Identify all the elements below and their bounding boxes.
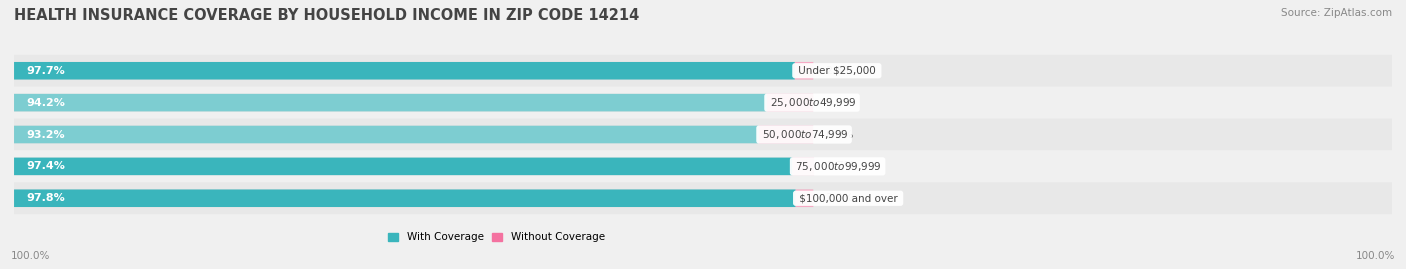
FancyBboxPatch shape: [796, 189, 813, 207]
Text: 97.8%: 97.8%: [27, 193, 65, 203]
Text: $50,000 to $74,999: $50,000 to $74,999: [759, 128, 849, 141]
FancyBboxPatch shape: [794, 62, 813, 80]
Text: 97.7%: 97.7%: [27, 66, 65, 76]
Text: 100.0%: 100.0%: [1355, 251, 1395, 261]
FancyBboxPatch shape: [793, 158, 814, 175]
FancyBboxPatch shape: [14, 62, 813, 80]
Text: 2.3%: 2.3%: [825, 66, 853, 76]
Text: $75,000 to $99,999: $75,000 to $99,999: [793, 160, 883, 173]
FancyBboxPatch shape: [0, 87, 1406, 119]
Text: Under $25,000: Under $25,000: [794, 66, 879, 76]
FancyBboxPatch shape: [0, 119, 1406, 150]
FancyBboxPatch shape: [0, 182, 1406, 214]
Text: 5.8%: 5.8%: [825, 98, 853, 108]
FancyBboxPatch shape: [766, 94, 813, 111]
FancyBboxPatch shape: [0, 150, 1406, 182]
Text: 2.2%: 2.2%: [825, 193, 853, 203]
FancyBboxPatch shape: [14, 158, 793, 175]
Legend: With Coverage, Without Coverage: With Coverage, Without Coverage: [384, 228, 609, 246]
Text: 93.2%: 93.2%: [27, 129, 65, 140]
FancyBboxPatch shape: [14, 126, 813, 143]
Text: 2.7%: 2.7%: [827, 161, 855, 171]
FancyBboxPatch shape: [14, 189, 813, 207]
Text: 94.2%: 94.2%: [27, 98, 65, 108]
Text: $25,000 to $49,999: $25,000 to $49,999: [766, 96, 858, 109]
FancyBboxPatch shape: [14, 189, 796, 207]
Text: HEALTH INSURANCE COVERAGE BY HOUSEHOLD INCOME IN ZIP CODE 14214: HEALTH INSURANCE COVERAGE BY HOUSEHOLD I…: [14, 8, 640, 23]
FancyBboxPatch shape: [14, 94, 813, 111]
FancyBboxPatch shape: [759, 126, 813, 143]
FancyBboxPatch shape: [14, 94, 766, 111]
Text: 6.8%: 6.8%: [825, 129, 853, 140]
Text: 100.0%: 100.0%: [11, 251, 51, 261]
Text: Source: ZipAtlas.com: Source: ZipAtlas.com: [1281, 8, 1392, 18]
Text: 97.4%: 97.4%: [27, 161, 65, 171]
FancyBboxPatch shape: [14, 158, 814, 175]
FancyBboxPatch shape: [14, 126, 759, 143]
FancyBboxPatch shape: [0, 55, 1406, 87]
Text: $100,000 and over: $100,000 and over: [796, 193, 901, 203]
FancyBboxPatch shape: [14, 62, 794, 80]
